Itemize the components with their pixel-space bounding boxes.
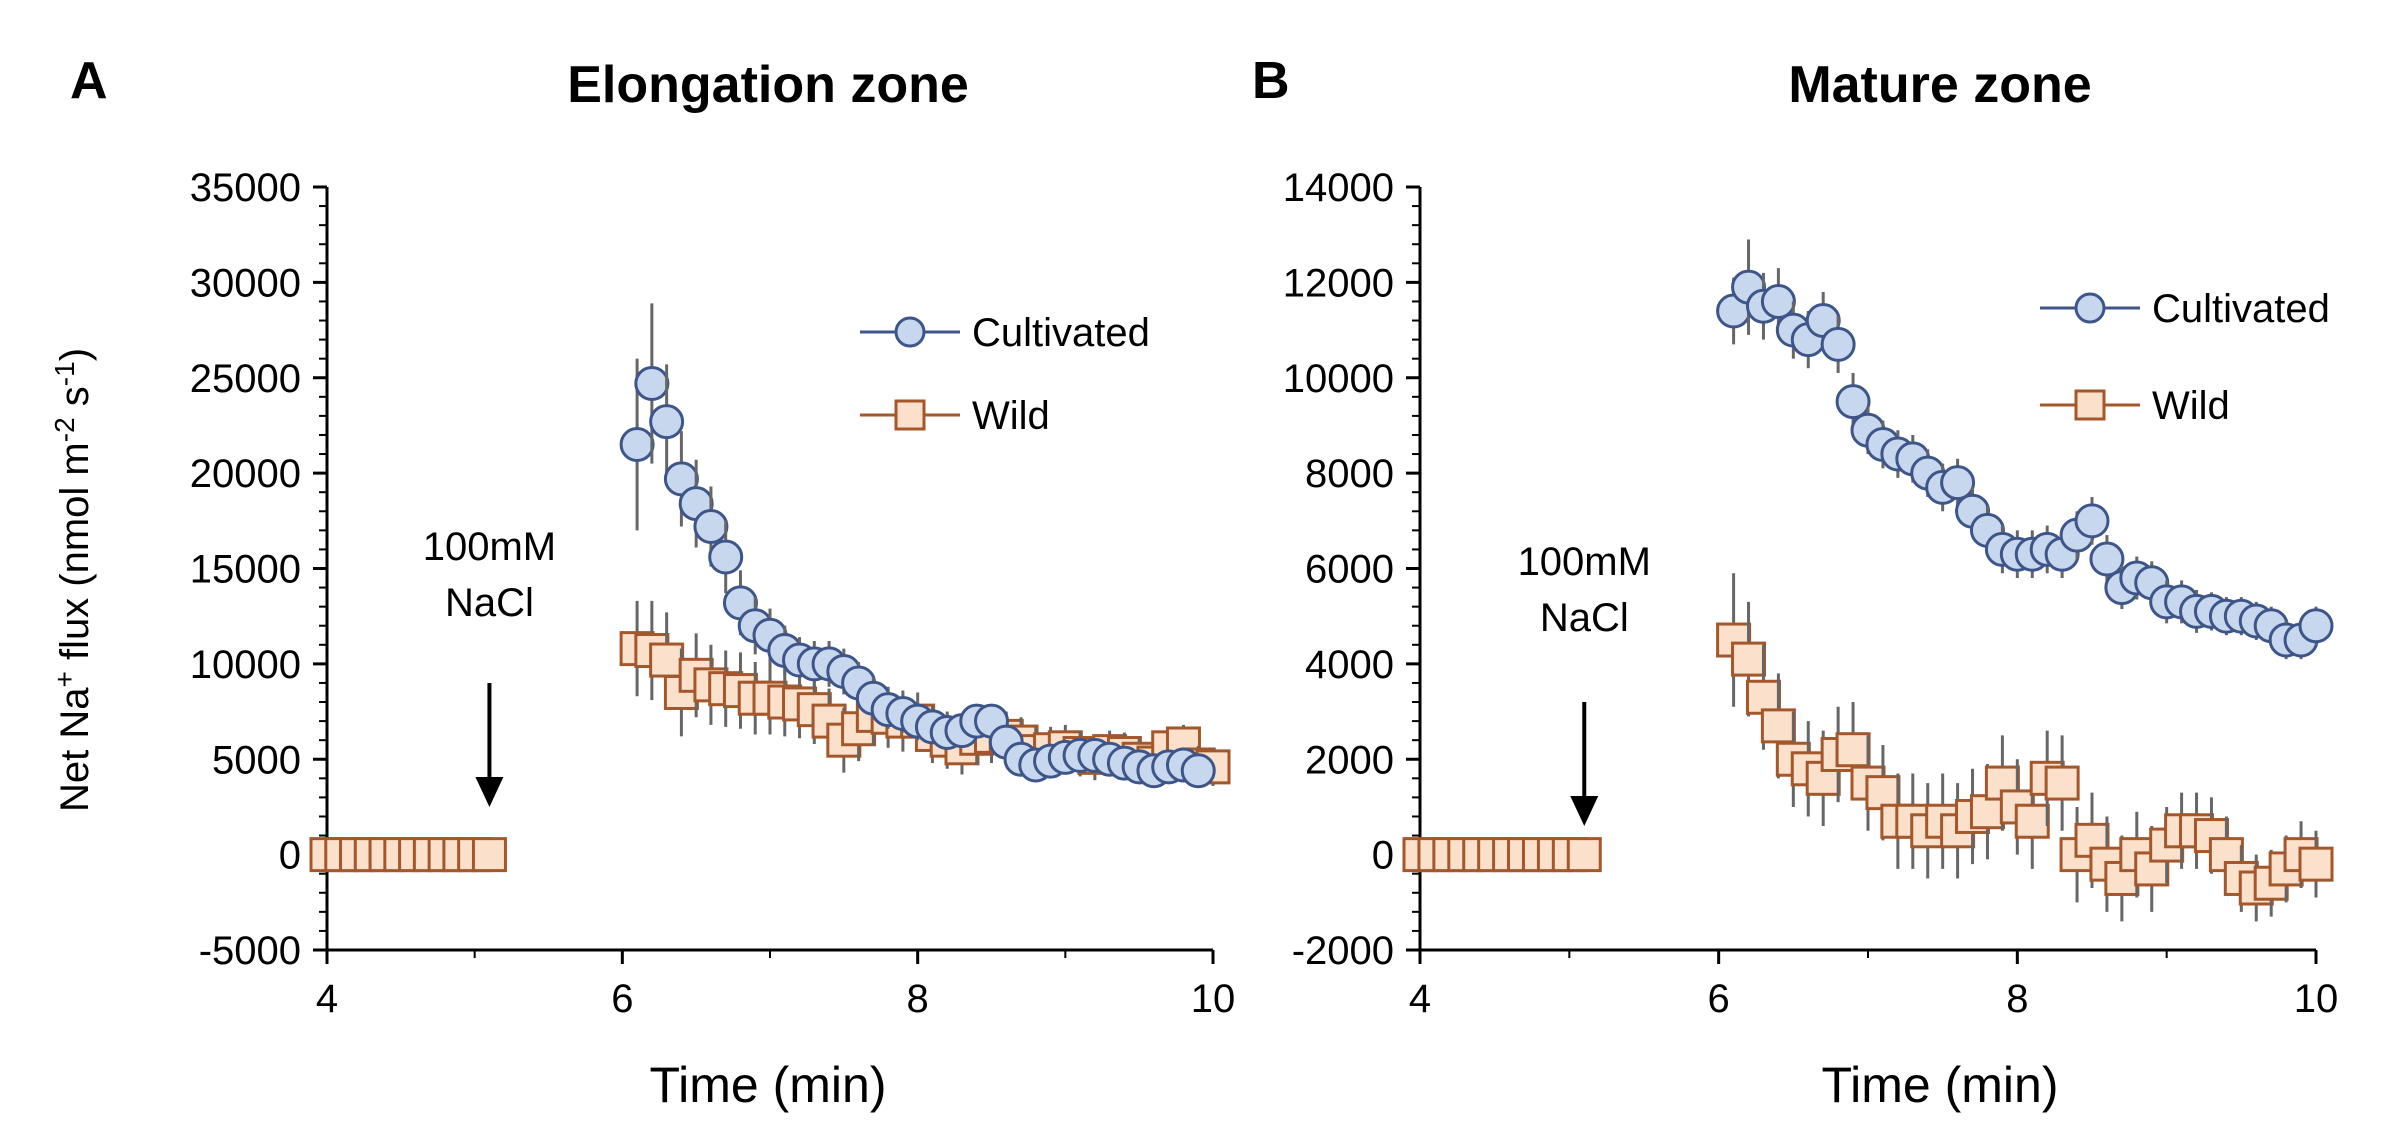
plot-area [309, 303, 1231, 873]
y-tick-label: 15000 [190, 548, 301, 592]
chart-title: Elongation zone [567, 56, 969, 114]
data-point [1835, 732, 1871, 768]
y-tick-label: 30000 [190, 261, 301, 305]
data-point [1835, 384, 1871, 420]
y-tick-label: 4000 [1305, 643, 1394, 687]
tick-labels: -5000 0 5000 10000 15000 20000 25000 30000 35000… [190, 166, 1235, 1021]
data-point [1760, 708, 1796, 744]
y-tick-label: 10000 [190, 643, 301, 687]
data-point [649, 642, 685, 678]
data-point [1760, 283, 1796, 319]
plot-area [1402, 239, 2334, 922]
legend-label-wild: Wild [2152, 384, 2230, 428]
annotation-arrow-head [475, 776, 504, 807]
annotation-arrow-head [1570, 796, 1599, 827]
y-tick-label: 8000 [1305, 452, 1394, 496]
legend-item-wild: Wild [2040, 384, 2230, 428]
legend: Cultivated Wild [860, 311, 1150, 438]
tick-labels: -2000 0 2000 4000 6000 8000 10000 12000 14000 4 6 8… [1283, 166, 2338, 1021]
legend: Cultivated Wild [2040, 287, 2330, 428]
panel-b: B Mature zone Time (min) -2000 0 2000 4000 6… [1252, 52, 2338, 1113]
data-point [2298, 846, 2334, 882]
axes [313, 185, 1215, 964]
chart-title: Mature zone [1788, 56, 2091, 114]
data-point [2298, 608, 2334, 644]
data-point [2044, 765, 2080, 801]
annotation-line-2: NaCl [445, 581, 534, 625]
annotation-line-1: 100mM [423, 525, 556, 569]
data-point [1566, 837, 1602, 873]
data-point [1731, 641, 1767, 677]
y-axis-title: Net Na+ flux (nmol m-2 s-1) [49, 348, 97, 812]
panel-label: A [70, 52, 108, 110]
data-point [619, 427, 655, 463]
data-point [1180, 753, 1216, 789]
y-tick-label: 10000 [1283, 357, 1394, 401]
legend-marker [894, 316, 926, 348]
y-tick-label: 12000 [1283, 261, 1394, 305]
y-tick-label: -2000 [1292, 929, 1394, 973]
data-point [2014, 803, 2050, 839]
data-point [634, 365, 670, 401]
y-tick-label: 0 [279, 834, 301, 878]
annotation-line-2: NaCl [1540, 596, 1629, 640]
data-point [708, 539, 744, 575]
series-cultivated [619, 303, 1216, 789]
y-tick-label: 20000 [190, 452, 301, 496]
x-tick-label: 6 [1708, 977, 1730, 1021]
x-axis-title: Time (min) [1821, 1057, 2058, 1113]
legend-marker [2074, 292, 2106, 324]
legend-item-cultivated: Cultivated [860, 311, 1150, 355]
annotation-line-1: 100mM [1518, 540, 1651, 584]
y-tick-label: 35000 [190, 166, 301, 210]
data-point [471, 837, 507, 873]
x-axis-title: Time (min) [649, 1057, 886, 1113]
y-tick-label: 25000 [190, 357, 301, 401]
x-tick-label: 8 [2006, 977, 2028, 1021]
x-tick-label: 6 [611, 977, 633, 1021]
x-tick-label: 10 [2294, 977, 2339, 1021]
y-tick-label: -5000 [199, 929, 301, 973]
nacl-annotation: 100mM NaCl [423, 525, 556, 807]
legend-label-cultivated: Cultivated [972, 311, 1150, 355]
panel-label: B [1252, 52, 1290, 110]
legend-label-wild: Wild [972, 394, 1050, 438]
data-point [693, 509, 729, 545]
axes [1406, 185, 2318, 964]
legend-marker [894, 399, 926, 431]
y-tick-label: 0 [1372, 834, 1394, 878]
x-tick-label: 4 [1409, 977, 1431, 1021]
y-tick-label: 14000 [1283, 166, 1394, 210]
legend-marker [2074, 389, 2106, 421]
series-wild [1402, 573, 2334, 922]
legend-item-cultivated: Cultivated [2040, 287, 2330, 331]
y-tick-label: 2000 [1305, 738, 1394, 782]
data-point [649, 404, 685, 440]
legend-label-cultivated: Cultivated [2152, 287, 2330, 331]
data-point [1745, 679, 1781, 715]
panel-a: A Elongation zone Time (min) Net Na+ flu… [49, 52, 1235, 1113]
legend-item-wild: Wild [860, 394, 1050, 438]
data-point [2074, 503, 2110, 539]
y-tick-label: 6000 [1305, 548, 1394, 592]
nacl-annotation: 100mM NaCl [1518, 540, 1651, 827]
data-point [1940, 465, 1976, 501]
data-point [2089, 541, 2125, 577]
series-cultivated [1716, 239, 2334, 660]
x-tick-label: 8 [907, 977, 929, 1021]
y-tick-label: 5000 [212, 738, 301, 782]
x-tick-label: 10 [1191, 977, 1236, 1021]
data-point [1820, 326, 1856, 362]
x-tick-label: 4 [316, 977, 338, 1021]
data-point [1865, 775, 1901, 811]
